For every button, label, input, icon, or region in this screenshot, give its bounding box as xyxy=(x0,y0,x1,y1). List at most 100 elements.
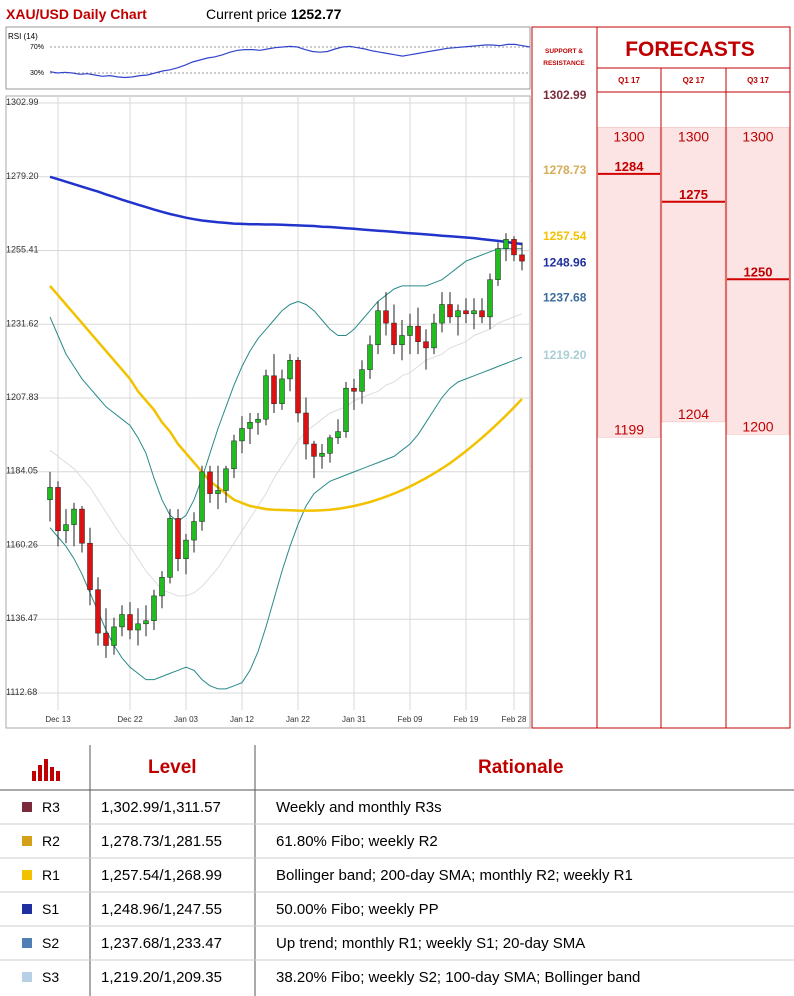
row-name-text: R1 xyxy=(42,867,60,883)
row-name-text: S3 xyxy=(42,969,60,985)
candle xyxy=(487,273,493,330)
row-color-swatch xyxy=(22,802,32,812)
candle xyxy=(463,298,469,324)
rsi-panel: RSI (14) 70% 30% xyxy=(5,26,531,90)
row-color-swatch xyxy=(22,836,32,846)
level-label-s2: 1237.68 xyxy=(543,290,587,304)
y-tick-label: 1136.47 xyxy=(6,613,38,623)
sr-header-2: RESISTANCE xyxy=(543,60,585,67)
candle xyxy=(207,465,213,503)
candle xyxy=(79,505,85,553)
x-axis-labels: Dec 13 Dec 22 Jan 03 Jan 12 Jan 22 Jan 31 Feb … xyxy=(45,715,527,724)
forecast-columns: Q1 17 1300 1284 1199 Q2 17 1300 1275 1204 Q3 17 1… xyxy=(597,76,790,438)
candle xyxy=(279,369,285,410)
forecast-mid: 1284 xyxy=(615,159,645,174)
row-name: S2 xyxy=(22,935,90,951)
candle xyxy=(399,319,405,361)
forecast-low: 1204 xyxy=(678,406,709,422)
candle xyxy=(143,605,149,637)
grid xyxy=(6,96,530,710)
forecast-low: 1199 xyxy=(614,421,644,437)
candle xyxy=(167,509,173,584)
x-tick-label: Feb 09 xyxy=(398,715,423,724)
candle xyxy=(287,354,293,392)
candle xyxy=(255,412,261,435)
forecast-quarter-label: Q3 17 xyxy=(747,76,769,85)
y-tick-label: 1231.62 xyxy=(6,318,39,328)
forecast-quarter-label: Q1 17 xyxy=(618,76,640,85)
table-row: S2 1,237.68/1,233.47 Up trend; monthly R1;… xyxy=(0,926,794,960)
row-name: S1 xyxy=(22,901,90,917)
candle xyxy=(495,242,501,286)
sr-column xyxy=(531,26,598,729)
candle xyxy=(327,434,333,463)
table-header-level: Level xyxy=(148,757,197,778)
current-price-label: Current price xyxy=(206,6,287,22)
x-tick-label: Jan 22 xyxy=(286,715,311,724)
candle xyxy=(431,313,437,355)
indicators xyxy=(49,175,523,690)
row-name-text: R2 xyxy=(42,833,60,849)
table-row: R2 1,278.73/1,281.55 61.80% Fibo; weekly R… xyxy=(0,824,794,858)
candle xyxy=(439,292,445,333)
candle xyxy=(87,527,93,606)
candle xyxy=(335,419,341,444)
row-level: 1,248.96/1,247.55 xyxy=(101,900,222,918)
candle xyxy=(239,416,245,454)
row-name: R2 xyxy=(22,833,90,849)
candle xyxy=(367,335,373,379)
candle xyxy=(183,533,189,575)
candle xyxy=(319,443,325,469)
chart-title: XAU/USD Daily Chart xyxy=(6,6,147,22)
candle xyxy=(263,369,269,426)
table-row: R3 1,302.99/1,311.57 Weekly and monthly R3… xyxy=(0,790,794,824)
row-name: R1 xyxy=(22,867,90,883)
forecast-mid: 1250 xyxy=(744,264,773,279)
candle xyxy=(407,313,413,355)
current-price-value: 1252.77 xyxy=(290,6,342,22)
level-label-s1: 1248.96 xyxy=(543,256,587,270)
row-rationale: 61.80% Fibo; weekly R2 xyxy=(276,832,438,850)
candle xyxy=(503,233,509,262)
row-name: R3 xyxy=(22,799,90,815)
row-level: 1,257.54/1,268.99 xyxy=(101,866,222,884)
candle xyxy=(423,329,429,370)
sr-labels: 1302.99 1278.73 1257.54 1248.96 1237.68 1219.… xyxy=(543,88,587,362)
rsi-line xyxy=(49,43,531,79)
chart-area: RSI (14) 70% 30% 1302.99 1279.20 1255.41 12… xyxy=(5,26,791,729)
y-tick-label: 1302.99 xyxy=(6,97,39,107)
x-tick-label: Dec 22 xyxy=(117,715,143,724)
x-tick-label: Jan 31 xyxy=(342,715,367,724)
candle xyxy=(351,378,357,410)
table-lines xyxy=(0,745,794,996)
row-name-text: R3 xyxy=(42,799,60,815)
candle xyxy=(519,242,525,271)
row-level: 1,302.99/1,311.57 xyxy=(101,798,221,816)
candle xyxy=(159,571,165,609)
candle xyxy=(223,465,229,503)
candle xyxy=(271,354,277,413)
row-color-swatch xyxy=(22,938,32,948)
current-price: Current price 1252.77 xyxy=(206,6,341,22)
candle xyxy=(359,360,365,404)
candle xyxy=(383,292,389,336)
sr-header-1: SUPPORT & xyxy=(545,48,583,55)
rsi-30-label: 30% xyxy=(30,70,44,77)
y-tick-label: 1255.41 xyxy=(6,245,39,255)
table-row: S3 1,219.20/1,209.35 38.20% Fibo; weekly S… xyxy=(0,960,794,994)
forecast-panel: FORECASTS Q1 17 1300 1284 1199 Q2 17 1300 1275… xyxy=(596,26,791,729)
sma200-line xyxy=(49,175,523,246)
forecast-title: FORECASTS xyxy=(625,38,755,61)
candle xyxy=(303,397,309,460)
candle xyxy=(479,298,485,324)
forecast-high: 1300 xyxy=(613,128,644,144)
level-label-r1: 1257.54 xyxy=(543,229,587,243)
x-tick-label: Jan 12 xyxy=(230,715,255,724)
forecast-mid: 1275 xyxy=(679,187,708,202)
rsi-frame xyxy=(5,26,531,90)
candle xyxy=(47,471,53,522)
rsi-label: RSI (14) xyxy=(8,32,38,41)
candle xyxy=(127,602,133,640)
row-color-swatch xyxy=(22,972,32,982)
row-level: 1,278.73/1,281.55 xyxy=(101,832,222,850)
